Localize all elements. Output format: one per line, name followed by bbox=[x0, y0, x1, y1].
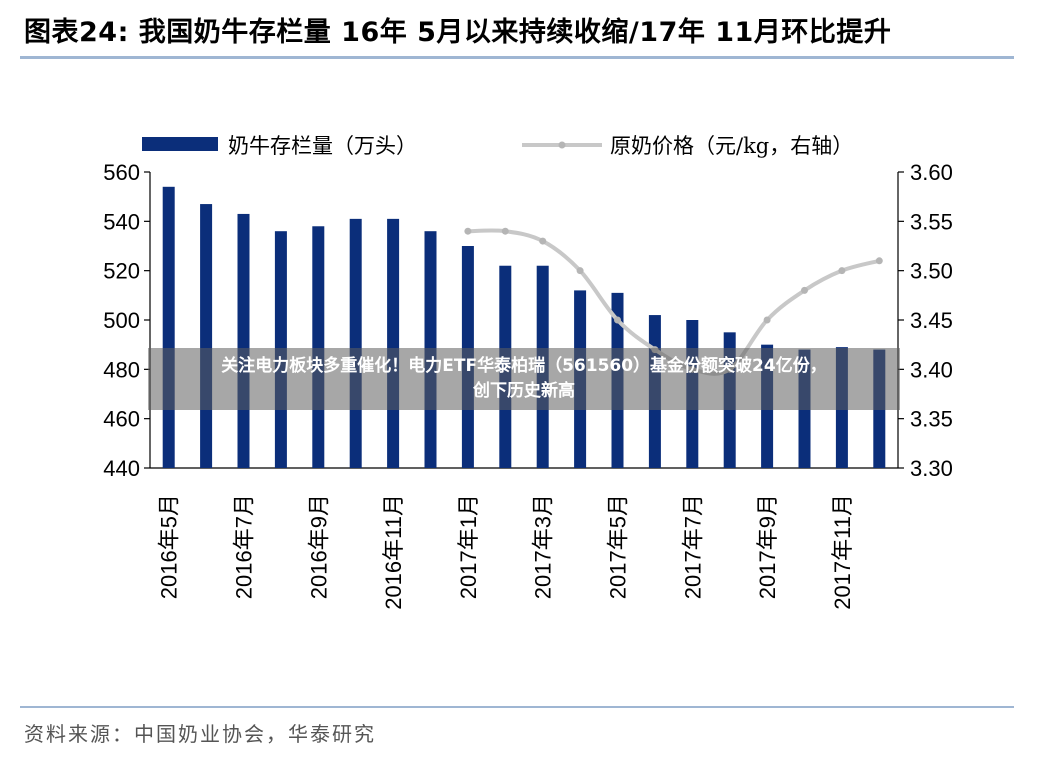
bar bbox=[349, 218, 362, 468]
price-point bbox=[501, 227, 509, 235]
left-tick-label: 560 bbox=[103, 160, 140, 185]
right-tick-label: 3.45 bbox=[910, 308, 953, 333]
left-tick-label: 480 bbox=[103, 357, 140, 382]
title-divider bbox=[20, 56, 1014, 59]
price-point bbox=[801, 286, 808, 294]
price-point bbox=[464, 227, 472, 235]
left-tick-label: 460 bbox=[103, 407, 140, 432]
x-tick-label: 2017年11月 bbox=[830, 494, 855, 610]
left-tick-label: 540 bbox=[103, 209, 140, 234]
legend-swatch-marker bbox=[558, 141, 566, 149]
x-tick-label: 2016年5月 bbox=[157, 494, 182, 599]
x-tick-label: 2016年7月 bbox=[232, 494, 257, 599]
legend-label-line: 原奶价格（元/kg，右轴） bbox=[610, 134, 853, 158]
left-tick-label: 520 bbox=[103, 259, 140, 284]
overlay-banner[interactable]: 关注电力板块多重催化！电力ETF华泰柏瑞（561560）基金份额突破24亿份， … bbox=[148, 348, 900, 410]
price-point bbox=[576, 267, 584, 275]
legend-swatch-bars bbox=[142, 137, 218, 151]
chart: 440 460 480 500 520 540 560 3.30 3.35 3.40 3.45 3.5… bbox=[103, 134, 953, 610]
left-tick-label: 440 bbox=[103, 456, 140, 481]
bar bbox=[387, 218, 400, 468]
overlay-line-1: 关注电力板块多重催化！电力ETF华泰柏瑞（561560）基金份额突破24亿份， bbox=[221, 356, 827, 376]
x-tick-label: 2017年3月 bbox=[531, 494, 556, 599]
price-point bbox=[539, 237, 547, 245]
bar bbox=[162, 186, 175, 469]
right-tick-label: 3.35 bbox=[910, 407, 953, 432]
source-note: 资料来源：中国奶业协会，华泰研究 bbox=[24, 722, 376, 746]
figure-title: 图表24: 我国奶牛存栏量 16年 5月以来持续收缩/17年 11月环比提升 bbox=[24, 17, 892, 48]
right-tick-label: 3.50 bbox=[910, 259, 953, 284]
price-point bbox=[838, 267, 846, 275]
price-point bbox=[614, 316, 621, 324]
right-tick-label: 3.55 bbox=[910, 209, 953, 234]
price-point bbox=[763, 316, 771, 324]
right-tick-label: 3.40 bbox=[910, 357, 953, 382]
x-tick-label: 2017年1月 bbox=[456, 494, 481, 599]
x-tick-label: 2016年9月 bbox=[306, 494, 331, 599]
overlay-banner-text: 关注电力板块多重催化！电力ETF华泰柏瑞（561560）基金份额突破24亿份， … bbox=[148, 348, 900, 404]
bar bbox=[237, 213, 250, 468]
left-tick-label: 500 bbox=[103, 308, 140, 333]
legend-label-bars: 奶牛存栏量（万头） bbox=[228, 134, 417, 158]
source-divider bbox=[20, 706, 1014, 708]
right-tick-label: 3.60 bbox=[910, 160, 953, 185]
x-tick-label: 2017年5月 bbox=[606, 494, 631, 599]
price-point bbox=[875, 257, 883, 265]
right-tick-label: 3.30 bbox=[910, 456, 953, 481]
bar bbox=[200, 204, 213, 469]
x-tick-label: 2017年9月 bbox=[755, 494, 780, 599]
x-tick-label: 2016年11月 bbox=[381, 494, 406, 610]
x-tick-label: 2017年7月 bbox=[680, 494, 705, 599]
overlay-line-2: 创下历史新高 bbox=[473, 381, 575, 401]
